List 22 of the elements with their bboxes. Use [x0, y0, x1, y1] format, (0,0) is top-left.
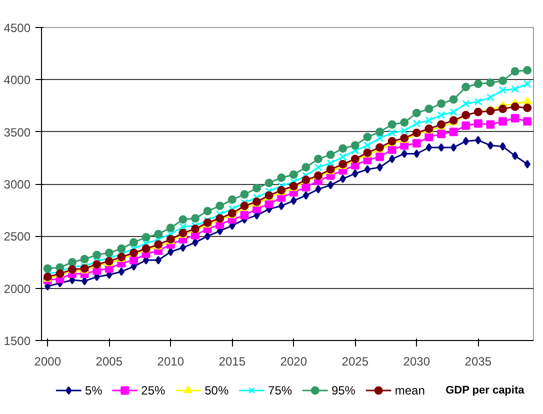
y-tick-label: 3500: [4, 125, 31, 140]
x-tick-label: 2005: [96, 354, 123, 368]
x-tick-label: 2015: [218, 354, 246, 368]
y-tick-label: 4500: [4, 21, 31, 35]
x-tick-label: 2000: [34, 354, 62, 368]
legend-label: 50%: [204, 384, 229, 398]
x-tick-label: 2025: [342, 354, 369, 368]
x-tick-label: 2030: [403, 354, 430, 368]
x-tick-label: 2020: [280, 354, 308, 368]
y-tick-label: 1500: [4, 334, 31, 348]
legend-label: 95%: [331, 384, 356, 398]
x-tick-label: 2010: [157, 354, 184, 368]
legend-label: 25%: [141, 384, 166, 398]
x-tick-label: 2035: [464, 354, 492, 368]
y-tick-label: 3000: [4, 178, 31, 192]
legend-label: mean: [394, 384, 425, 398]
y-tick-label: 4000: [4, 73, 31, 88]
y-tick-label: 2000: [4, 282, 31, 296]
legend-label: 75%: [268, 384, 292, 398]
text: GDP per capita: [446, 384, 526, 396]
y-tick-label: 2500: [4, 230, 31, 244]
legend-label: 5%: [84, 384, 103, 398]
